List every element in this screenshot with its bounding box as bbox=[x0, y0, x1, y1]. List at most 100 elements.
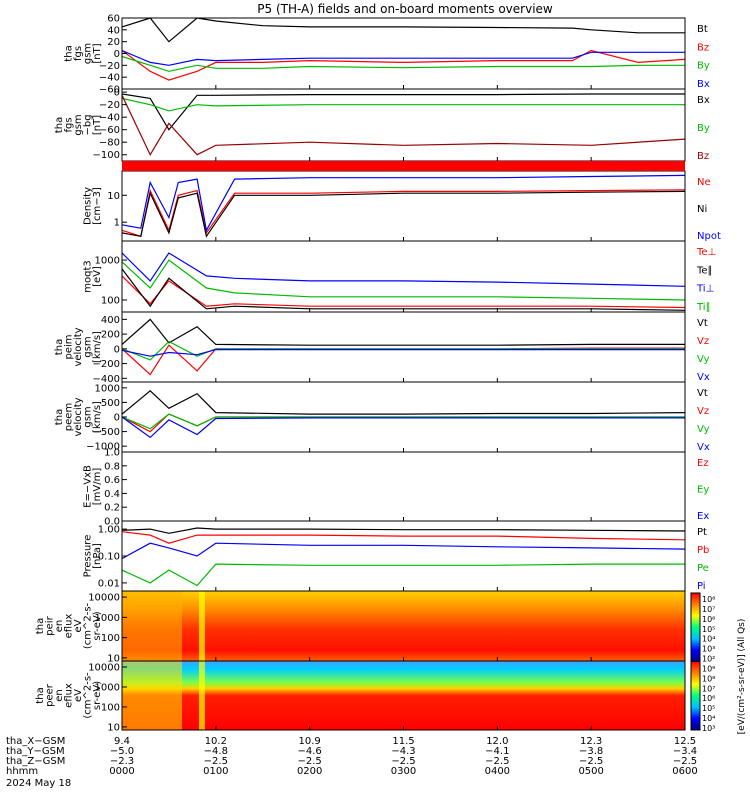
y-tick-label: 0.01 bbox=[98, 578, 120, 589]
y-axis-label: Pressure[nPa] bbox=[83, 535, 104, 578]
y-tick-label: 1000 bbox=[95, 383, 120, 394]
y-axis-label: thapeirenefluxeV(cm^2-s-sr-eV) bbox=[35, 602, 103, 649]
y-tick-label: −20 bbox=[99, 61, 120, 72]
x-row-label: tha_Y−GSM bbox=[6, 746, 65, 757]
x-tick-label: −4.6 bbox=[298, 746, 322, 757]
series-line-Vt bbox=[121, 390, 686, 415]
colorbar-tick-label: 10⁴ bbox=[702, 714, 715, 723]
y-tick-label: 100 bbox=[101, 633, 120, 644]
y-tick-label: 0.4 bbox=[104, 489, 120, 500]
colorbar-tick-label: 10⁴ bbox=[702, 635, 715, 644]
legend-entry: Ey bbox=[697, 485, 709, 496]
legend-entry: Te⊥ bbox=[696, 247, 716, 258]
y-tick-label: 1000 bbox=[95, 256, 120, 267]
colorbar-tick-label: 10⁵ bbox=[702, 704, 715, 713]
y-tick-label: 400 bbox=[101, 315, 120, 326]
legend-entry: Ti⊥ bbox=[696, 284, 714, 295]
y-tick-label: 0.10 bbox=[98, 552, 120, 563]
series-line-Bx bbox=[121, 49, 685, 66]
series-line-Pi bbox=[121, 542, 686, 560]
series-line-Vy bbox=[121, 413, 685, 430]
colorbar-tick-label: 10⁸ bbox=[702, 595, 715, 604]
legend-entry: Vz bbox=[697, 336, 709, 347]
y-tick-label: 60 bbox=[107, 14, 120, 25]
legend-entry: Vx bbox=[697, 372, 710, 383]
colorbar-tick-label: 10² bbox=[702, 655, 715, 664]
y-axis-label: thapeerenefluxeV(cm^2-s-sr-eV) bbox=[35, 672, 103, 719]
panel-temp: 1000 100 moqt3[eV] Te⊥ Te∥ Ti⊥ Ti∥ bbox=[83, 240, 716, 313]
legend-entry: Ex bbox=[697, 511, 709, 522]
panel-efield: 1.0 0.8 0.6 0.4 0.2 0.0E=−VxB[mV/m] Ez Ey Ex bbox=[83, 448, 710, 528]
y-tick-label: 200 bbox=[101, 330, 120, 341]
chart-title: P5 (TH-A) fields and on-board moments ov… bbox=[257, 2, 553, 16]
x-tick-label: 12.0 bbox=[486, 736, 508, 747]
colorbar-tick-label: 10⁷ bbox=[702, 684, 715, 693]
x-tick-label: −2.5 bbox=[485, 756, 509, 767]
series-line-Vt bbox=[121, 318, 685, 346]
y-tick-label: 0 bbox=[114, 88, 120, 99]
x-tick-label: 0100 bbox=[203, 766, 228, 777]
series-line-Npot bbox=[121, 174, 686, 233]
x-tick-label: −3.4 bbox=[673, 746, 697, 757]
x-tick-label: −4.3 bbox=[391, 746, 415, 757]
panel-frame bbox=[121, 311, 686, 383]
colorbar-tick-label: 10³ bbox=[702, 724, 715, 733]
colorbar-tick-label: 10⁹ bbox=[702, 664, 715, 673]
y-tick-label: −80 bbox=[99, 138, 120, 149]
spectrogram bbox=[122, 591, 685, 661]
y-axis-label: moqt3[eV] bbox=[83, 260, 104, 293]
series-line-Vx bbox=[121, 349, 685, 357]
series-line-Pt bbox=[121, 527, 686, 534]
x-row-label: hhmm bbox=[6, 766, 38, 777]
x-tick-label: −2.5 bbox=[298, 756, 322, 767]
legend-entry: By bbox=[697, 61, 710, 72]
series-line-Bz bbox=[121, 95, 686, 156]
y-axis-label: thapeimvelocitygsm[km/s] bbox=[54, 327, 103, 366]
x-tick-label: −2.5 bbox=[391, 756, 415, 767]
y-axis-label: thapeemvelocitygsm[km/s] bbox=[54, 397, 103, 436]
status-bar bbox=[122, 161, 685, 171]
x-row-label: 2024 May 18 bbox=[6, 778, 71, 789]
x-tick-label: 0300 bbox=[391, 766, 416, 777]
series-line-Ni bbox=[121, 190, 686, 238]
colorbar-tick-label: 10⁶ bbox=[702, 615, 715, 624]
panel-frame bbox=[121, 451, 686, 522]
y-tick-label: 1.00 bbox=[98, 525, 120, 536]
y-tick-label: −1000 bbox=[86, 442, 120, 453]
colorbar-tick-label: 10⁷ bbox=[702, 605, 715, 614]
legend-entry: Pb bbox=[697, 545, 709, 556]
legend-entry: Bx bbox=[697, 79, 710, 90]
legend-entry: Bz bbox=[697, 42, 709, 53]
y-tick-label: −500 bbox=[93, 427, 120, 438]
x-tick-label: 9.4 bbox=[114, 736, 130, 747]
x-tick-label: −4.8 bbox=[204, 746, 228, 757]
y-tick-label: 0.2 bbox=[104, 503, 120, 514]
legend-entry: Bz bbox=[697, 151, 709, 162]
y-tick-label: 10 bbox=[107, 653, 120, 664]
colorbar-bottom bbox=[690, 661, 701, 731]
y-tick-label: 20 bbox=[107, 37, 120, 48]
legend-entry: Bx bbox=[697, 95, 710, 106]
panel-peim_vel: 400 200 0 −200 −400 thapeimvelocitygsm[km/s] V… bbox=[54, 311, 710, 385]
spectrogram-event bbox=[198, 591, 205, 661]
y-tick-label: 0.0 bbox=[104, 517, 120, 528]
colorbar-label: [eV/(cm²-s-sr-eV)] (All Qs) bbox=[737, 619, 747, 735]
legend-entry: Pi bbox=[697, 581, 706, 592]
series-line-Te∥ bbox=[121, 268, 686, 311]
y-tick-label: 10000 bbox=[88, 663, 120, 674]
x-row-label: tha_X−GSM bbox=[6, 736, 65, 747]
series-line-Bx bbox=[121, 93, 685, 131]
panel-density: 10 1 Density[cm−3] Ne Ni Npot bbox=[83, 170, 721, 242]
x-tick-label: −2.3 bbox=[110, 756, 134, 767]
y-axis-label: E=−VxB[mV/m] bbox=[83, 465, 104, 508]
legend-entry: Pe bbox=[697, 563, 709, 574]
spectrogram-event bbox=[122, 661, 182, 730]
spectrogram-event bbox=[198, 661, 205, 730]
y-tick-label: 10000 bbox=[88, 593, 120, 604]
x-tick-label: 12.3 bbox=[580, 736, 602, 747]
y-axis-label: thafgsgsm−bg[nT] bbox=[54, 114, 103, 135]
y-tick-label: 40 bbox=[107, 25, 120, 36]
legend-entry: Ni bbox=[697, 204, 707, 215]
panel-peir_eflux: 10000 1000 100 10 thapeirenefluxeV(cm^2-s-sr… bbox=[35, 590, 686, 664]
